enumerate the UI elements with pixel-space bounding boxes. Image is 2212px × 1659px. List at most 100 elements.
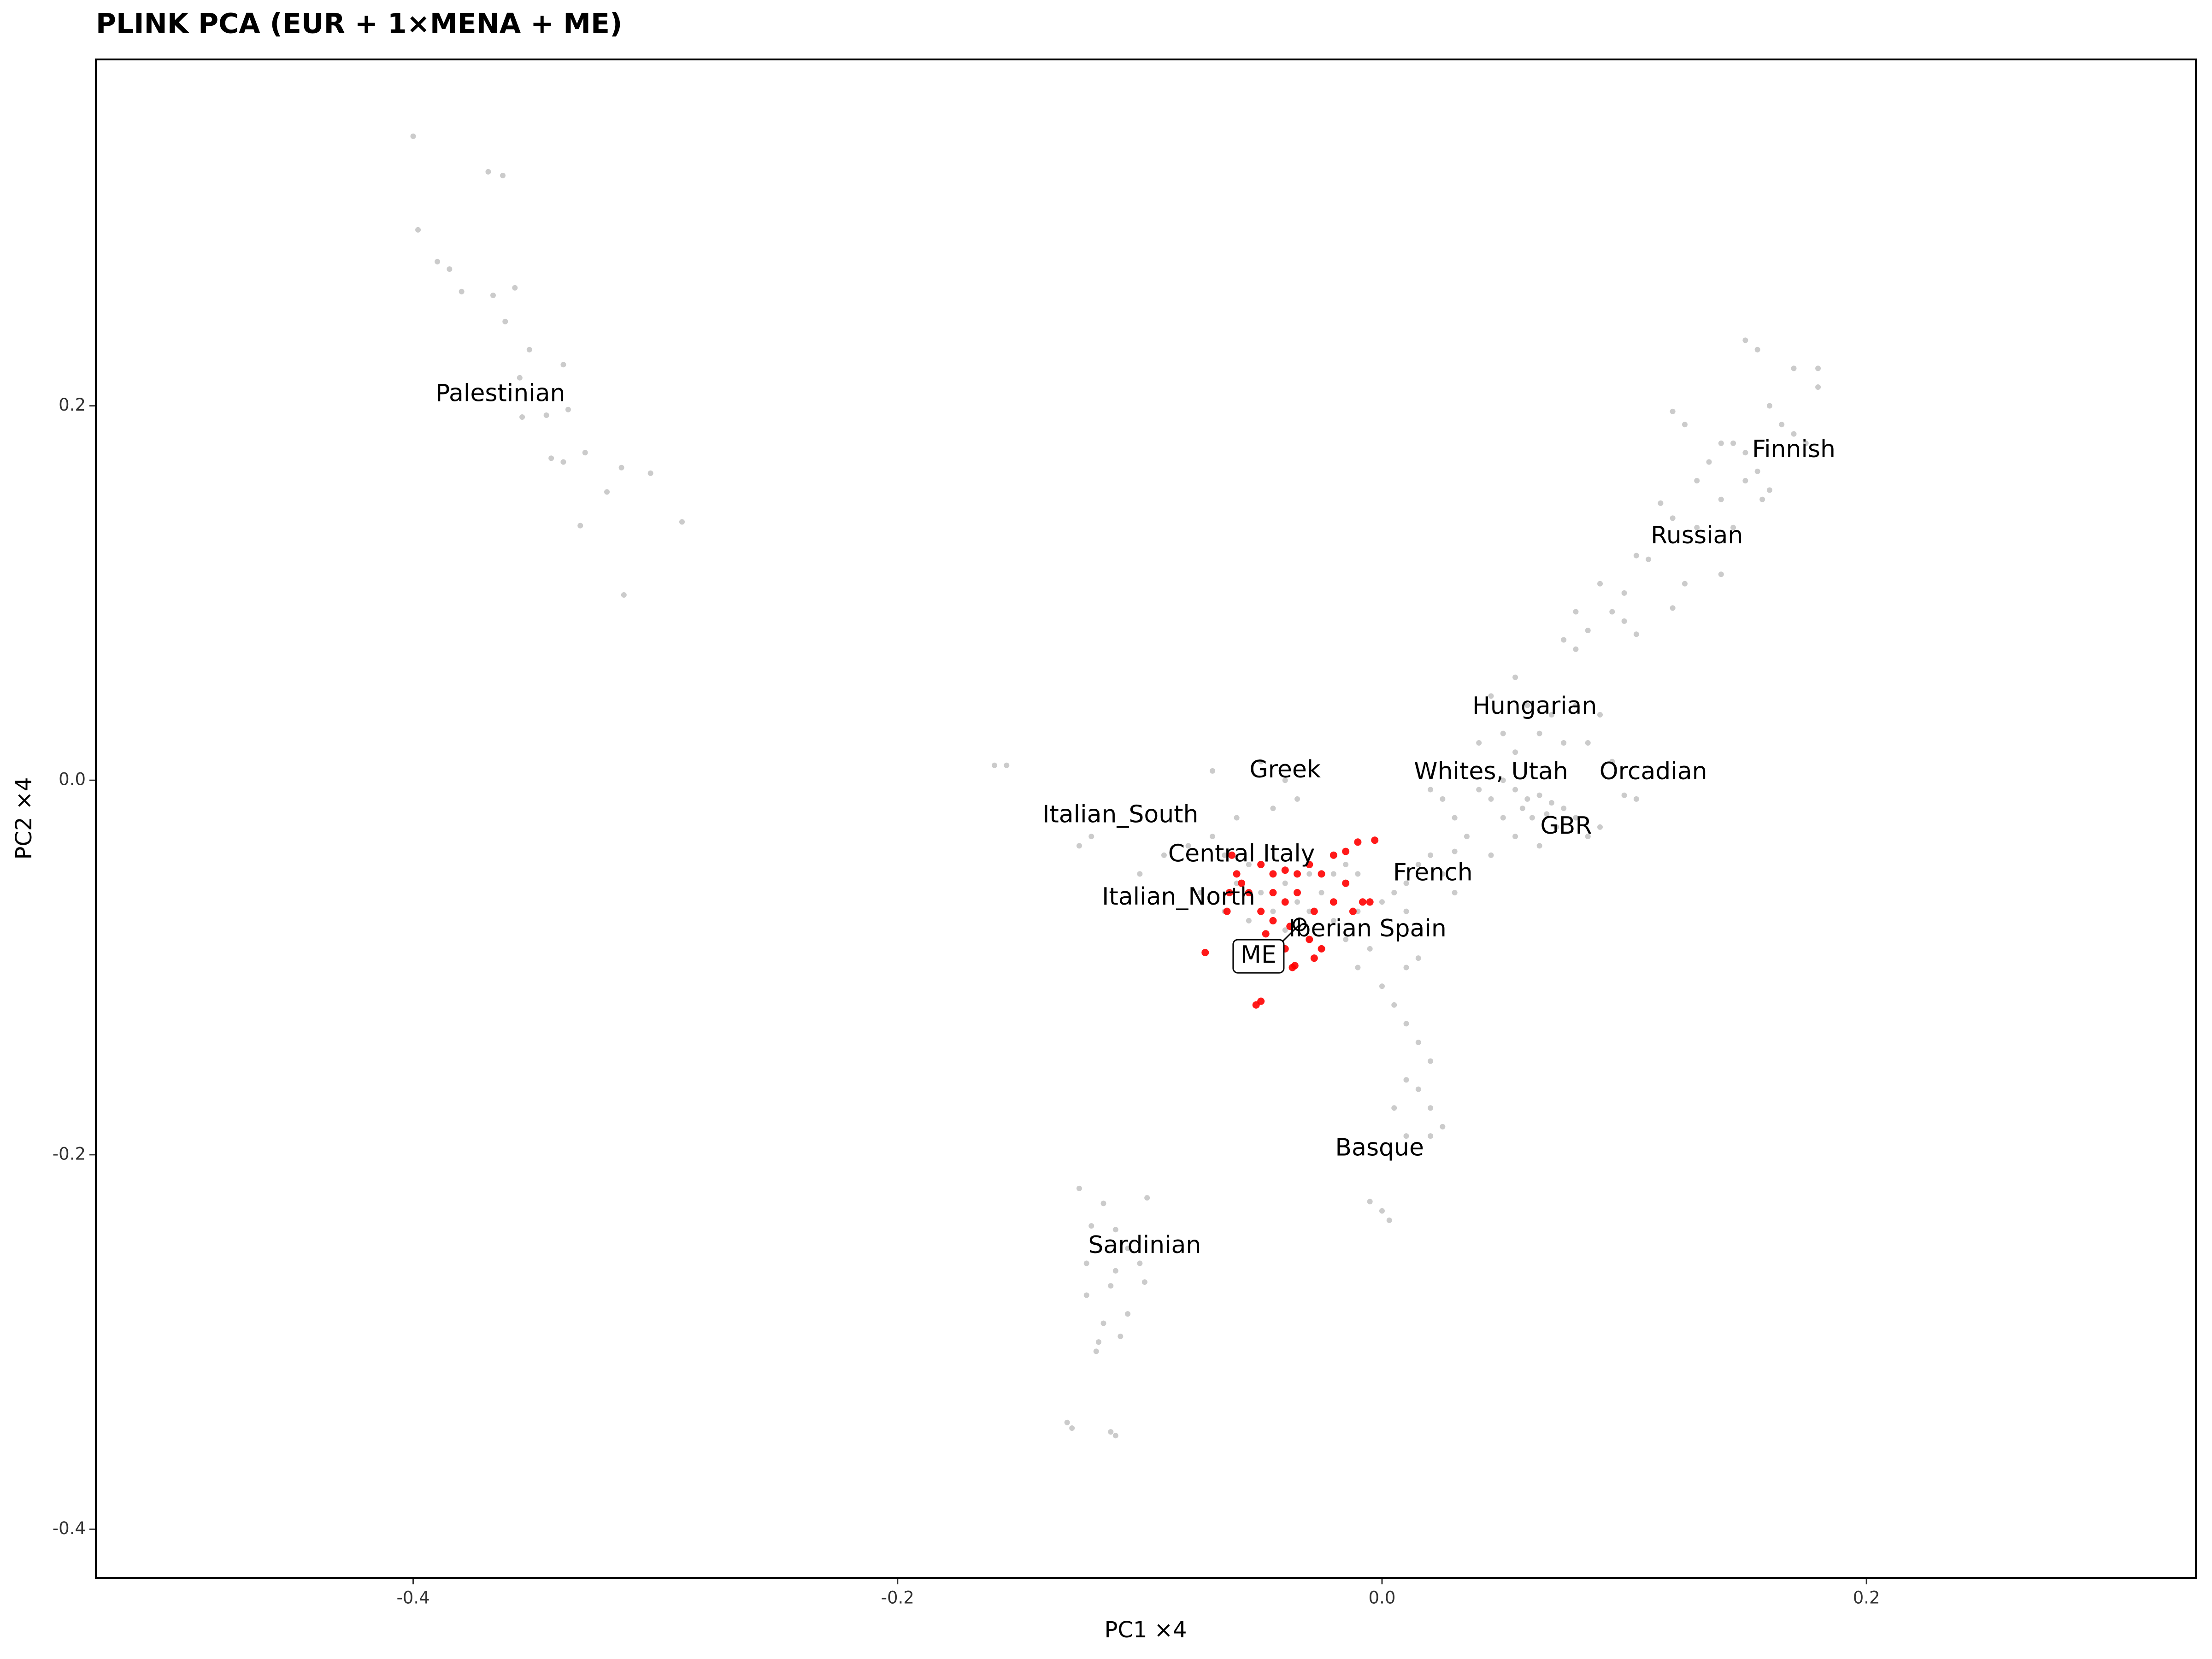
data-point [1294,888,1301,896]
data-point [618,465,624,471]
data-point [1403,908,1409,914]
data-point [1452,848,1458,854]
data-point [1238,879,1246,887]
data-point [1349,907,1357,915]
data-point [1281,898,1289,906]
data-point [485,169,491,175]
data-point [1403,965,1409,971]
data-point [1646,556,1652,562]
data-point [1197,889,1203,895]
data-point [543,412,549,418]
data-point [1258,759,1264,765]
data-point [1269,870,1277,878]
data-point [1536,730,1542,736]
target-label-box [1232,939,1285,974]
data-point [1730,524,1736,530]
data-point [1210,834,1216,840]
data-point [1428,787,1434,793]
data-point [1585,628,1591,634]
data-point [1112,1227,1118,1233]
data-point [1310,907,1318,915]
data-point [1464,834,1470,840]
data-point [1125,1311,1131,1317]
data-point [1403,1133,1409,1139]
data-point [1318,889,1324,895]
data-point [1096,1339,1102,1345]
data-point [1108,1283,1114,1289]
data-point [1069,1425,1075,1431]
data-point [1512,834,1518,840]
data-point [1064,1419,1070,1425]
data-point [1415,955,1421,961]
data-point [517,375,523,381]
data-point [1330,871,1336,877]
data-point [1529,815,1535,821]
x-tick-label: -0.4 [396,1588,429,1608]
data-point [1553,824,1559,830]
population-label: Orcadian [1600,758,1707,785]
population-label: French [1393,859,1473,886]
data-point [1379,1208,1385,1214]
data-point [1718,496,1724,502]
data-point [1500,815,1506,821]
data-point [1270,806,1276,812]
data-point [1742,450,1748,456]
population-label: Basque [1335,1134,1424,1162]
data-point [560,362,566,368]
data-point [435,259,441,265]
data-point [1658,500,1664,506]
data-point [1137,871,1143,877]
data-point [1573,646,1579,652]
data-point [991,762,997,768]
data-point [1803,440,1809,446]
data-point [1088,1223,1094,1229]
data-point [415,227,421,233]
data-point [1561,806,1567,812]
population-label: Finnish [1752,435,1835,463]
data-point [548,455,554,461]
target-leader [1281,924,1300,943]
data-point [1500,730,1506,736]
data-point [1670,515,1676,521]
data-point [1391,1105,1397,1111]
data-point [1573,702,1579,708]
data-point [447,266,453,272]
data-point [1440,796,1446,802]
data-point [1088,834,1094,840]
data-point [1428,1105,1434,1111]
data-point [1391,889,1397,895]
data-point [1754,347,1760,353]
data-point [1452,815,1458,821]
data-point [560,459,566,465]
data-point [1282,880,1288,886]
data-point [519,414,525,420]
data-point [1597,824,1603,830]
data-point [1355,965,1361,971]
data-point [1223,907,1231,915]
data-point [1524,702,1530,708]
population-label: Hungarian [1472,692,1597,720]
data-point [1512,674,1518,680]
data-point [1262,930,1270,938]
data-point [512,285,518,291]
data-point [1076,843,1082,849]
data-point [1779,422,1785,428]
data-point [565,406,571,412]
data-point [1354,838,1362,846]
data-point [1766,403,1772,409]
data-point [1428,1133,1434,1139]
data-point [1585,834,1591,840]
data-point [1391,1002,1397,1008]
target-label: ME [1241,941,1277,969]
data-point [1245,888,1253,896]
data-point [1291,962,1299,970]
data-point [1228,851,1236,859]
data-point [1367,946,1373,952]
data-point [1281,866,1289,874]
data-point [1670,605,1676,611]
population-label: Sardinian [1088,1231,1201,1259]
population-label: GBR [1540,812,1592,840]
data-point [1488,693,1494,699]
data-point [1766,487,1772,493]
data-point [1112,1433,1118,1439]
